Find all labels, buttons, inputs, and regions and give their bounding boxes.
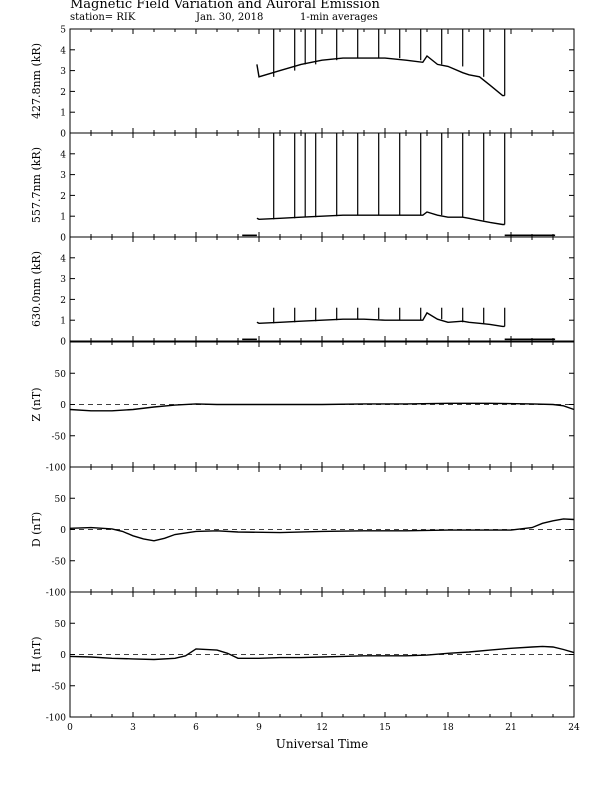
y-tick-label: 3 [60,67,66,77]
y-tick-label: 2 [60,192,66,202]
y-tick-label: 0 [60,338,66,348]
chart-title: Magnetic Field Variation and Auroral Emi… [70,0,380,12]
y-tick-label: 3 [60,275,66,285]
y-tick-label: -50 [52,682,67,692]
x-tick-label: 0 [67,723,73,733]
y-tick-label: 4 [60,254,66,264]
station-label: station= RIK [70,12,136,23]
series-line [256,54,505,97]
y-tick-label: -50 [52,557,67,567]
y-axis-label: H (nT) [30,636,43,672]
y-tick-label: -50 [52,432,67,442]
y-tick-label: 3 [60,171,66,181]
y-axis-label: 557.7nm (kR) [30,147,43,223]
y-tick-label: -100 [46,464,66,474]
y-tick-label: 4 [60,46,66,56]
y-tick-label: -100 [46,714,66,724]
panel-frame-0 [69,28,575,134]
y-tick-label: 0 [60,526,66,536]
y-axis-label: 427.8nm (kR) [30,43,43,119]
y-tick-label: 50 [55,620,67,630]
y-tick-label: 1 [60,317,66,327]
y-axis-label: 630.0nm (kR) [30,251,43,327]
y-tick-label: 4 [60,150,66,160]
y-tick-label: 1 [60,109,66,119]
x-tick-label: 12 [316,723,327,733]
x-tick-label: 3 [130,723,136,733]
x-tick-label: 6 [193,723,199,733]
y-tick-label: 0 [60,130,66,140]
panel-frame-1 [69,132,575,238]
series-line [69,402,575,412]
y-tick-label: 50 [55,370,67,380]
y-tick-label: 2 [60,88,66,98]
y-axis-label: D (nT) [30,512,43,547]
x-tick-label: 9 [256,723,262,733]
averaging-label: 1-min averages [300,12,378,23]
series-line [256,311,505,328]
y-tick-label: 50 [55,495,67,505]
y-tick-label: 2 [60,296,66,306]
x-tick-label: 18 [442,723,454,733]
y-tick-label: 0 [60,651,66,661]
x-tick-label: 21 [505,723,516,733]
series-line [69,518,575,542]
y-tick-label: 1 [60,213,66,223]
y-axis-label: Z (nT) [30,387,43,421]
y-tick-label: -100 [46,589,66,599]
y-tick-label: 5 [60,26,66,36]
x-axis-label: Universal Time [276,737,369,751]
series-line [69,645,575,661]
series-line [256,211,505,226]
x-tick-label: 24 [568,723,580,733]
x-tick-label: 15 [379,723,391,733]
y-tick-label: 0 [60,234,66,244]
y-tick-label: 0 [60,401,66,411]
date-label: Jan. 30, 2018 [196,12,264,23]
